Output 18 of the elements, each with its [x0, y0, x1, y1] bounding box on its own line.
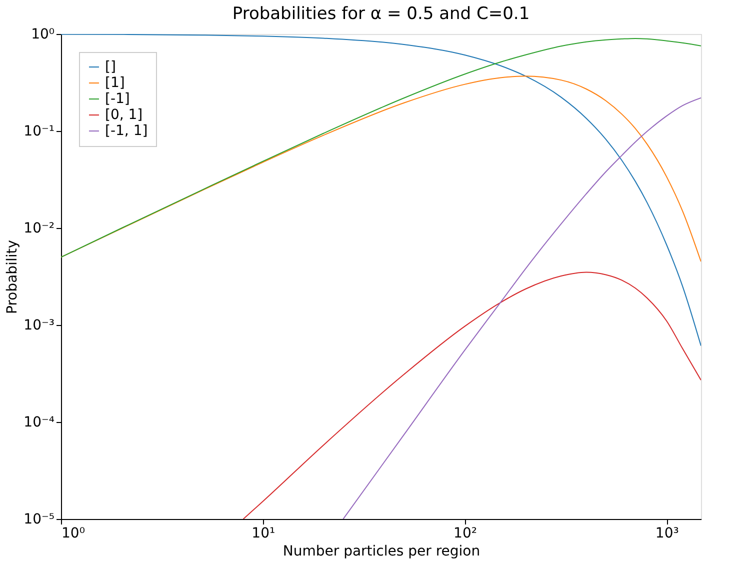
y-tick-label: 10⁻¹ [24, 124, 54, 140]
y-tick-label: 10⁻⁵ [24, 512, 54, 528]
legend-label: [1] [105, 75, 125, 91]
x-tick-label: 10³ [655, 526, 679, 542]
y-tick-label: 10⁻⁴ [24, 414, 55, 430]
x-axis-title: Number particles per region [282, 544, 480, 560]
legend-label: [0, 1] [105, 107, 143, 123]
legend-label: [] [105, 59, 116, 75]
y-tick-label: 10⁻³ [24, 318, 54, 334]
y-tick-label: 10⁰ [31, 26, 55, 42]
x-tick-label: 10⁰ [62, 526, 86, 542]
legend-label: [-1] [105, 91, 130, 107]
y-axis-title: Probability [4, 240, 21, 314]
chart-title: Probabilities for α = 0.5 and C=0.1 [232, 4, 530, 24]
legend-label: [-1, 1] [105, 123, 148, 139]
x-tick-label: 10¹ [252, 526, 276, 542]
y-tick-label: 10⁻² [24, 220, 54, 236]
x-tick-label: 10² [454, 526, 477, 542]
